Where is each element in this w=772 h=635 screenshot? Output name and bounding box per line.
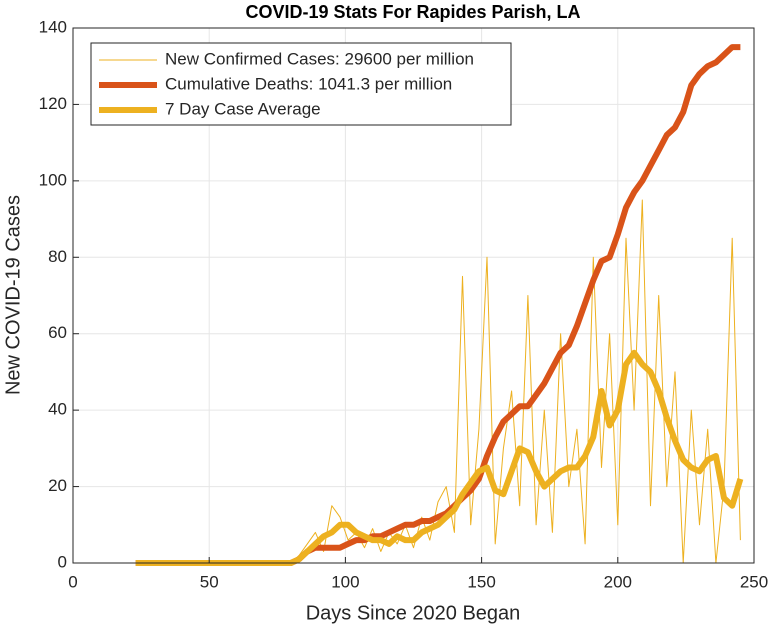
y-tick-label: 20 <box>48 476 67 495</box>
legend-label: Cumulative Deaths: 1041.3 per million <box>165 74 452 93</box>
x-tick-label: 150 <box>467 572 495 591</box>
y-tick-label: 120 <box>39 94 67 113</box>
x-tick-label: 50 <box>200 572 219 591</box>
x-tick-label: 0 <box>68 572 77 591</box>
x-axis-label: Days Since 2020 Began <box>306 602 521 624</box>
y-axis-label: New COVID-19 Cases <box>2 195 24 395</box>
x-tick-label: 200 <box>604 572 632 591</box>
axes-box <box>72 27 755 564</box>
y-tick-label: 140 <box>39 17 67 36</box>
y-tick-label: 0 <box>58 552 67 571</box>
chart-title: COVID-19 Stats For Rapides Parish, LA <box>245 2 580 22</box>
legend-label: New Confirmed Cases: 29600 per million <box>165 49 474 68</box>
legend-box <box>90 42 512 126</box>
y-tick-label: 80 <box>48 247 67 266</box>
legend-label: 7 Day Case Average <box>165 99 321 118</box>
y-tick-label: 60 <box>48 323 67 342</box>
x-tick-label: 100 <box>331 572 359 591</box>
x-tick-label: 250 <box>740 572 768 591</box>
y-tick-label: 40 <box>48 400 67 419</box>
y-tick-label: 100 <box>39 170 67 189</box>
